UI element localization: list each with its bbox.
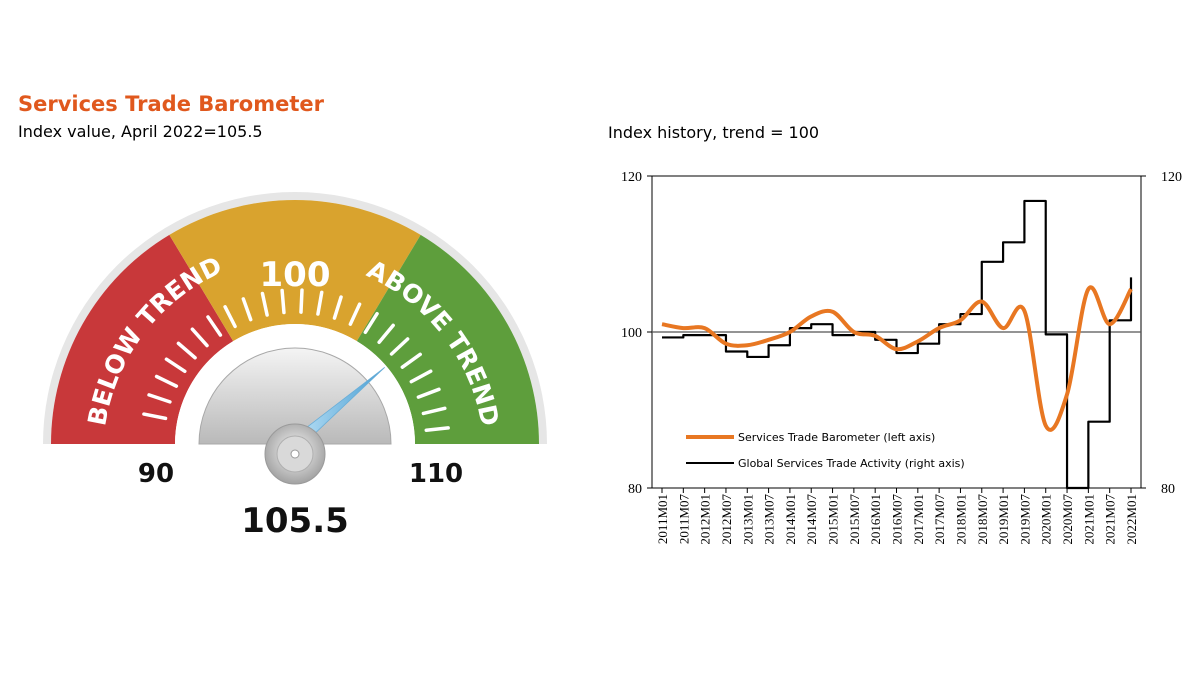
gauge-tick bbox=[377, 323, 395, 345]
gauge-tick bbox=[176, 341, 197, 360]
gauge-tick bbox=[164, 357, 187, 374]
x-tick-label: 2015M07 bbox=[847, 494, 862, 545]
series-line-barometer bbox=[661, 285, 1133, 432]
x-tick-label: 2018M07 bbox=[975, 494, 990, 545]
x-tick-label: 2016M07 bbox=[890, 494, 905, 545]
x-tick-label: 2014M01 bbox=[783, 494, 798, 545]
x-tick-label: 2012M01 bbox=[698, 494, 713, 545]
x-tick-label: 2013M01 bbox=[740, 494, 755, 545]
history-chart-title: Index history, trend = 100 bbox=[608, 123, 820, 142]
x-tick-label: 2021M07 bbox=[1103, 494, 1118, 545]
gauge-tick bbox=[389, 337, 410, 356]
y-left-tick-label: 80 bbox=[628, 482, 642, 497]
legend-label-activity: Global Services Trade Activity (right ax… bbox=[738, 457, 965, 470]
x-tick-label: 2011M01 bbox=[655, 494, 670, 544]
y-right-tick-label: 80 bbox=[1161, 482, 1175, 497]
gauge-tick bbox=[299, 288, 304, 314]
legend: Services Trade Barometer (left axis) Glo… bbox=[686, 431, 965, 470]
band-label-trend: 100 bbox=[260, 255, 331, 295]
x-tick-label: 2020M07 bbox=[1060, 494, 1075, 545]
gauge-band-0 bbox=[51, 234, 234, 444]
gauge-dial bbox=[198, 347, 392, 445]
x-tick-label: 2021M01 bbox=[1081, 494, 1096, 545]
gauge-tick bbox=[363, 311, 379, 335]
y-left-tick-label: 100 bbox=[621, 326, 642, 341]
x-tick-label: 2011M07 bbox=[676, 494, 691, 545]
y-right-tick-label: 120 bbox=[1161, 170, 1182, 185]
gauge-tick bbox=[280, 288, 286, 315]
gauge-tick bbox=[190, 327, 209, 348]
gauge-subtitle: Index value, April 2022=105.5 bbox=[18, 122, 263, 141]
gauge-tick bbox=[400, 352, 422, 369]
gauge-tick bbox=[348, 302, 362, 326]
x-tick-label: 2014M07 bbox=[804, 494, 819, 545]
gauge-min-label: 90 bbox=[138, 459, 174, 489]
gauge-tick bbox=[316, 290, 324, 316]
gauge-tick bbox=[206, 315, 223, 337]
gauge-max-label: 110 bbox=[409, 459, 463, 489]
x-tick-label: 2020M01 bbox=[1039, 494, 1054, 545]
x-tick-label: 2018M01 bbox=[953, 494, 968, 545]
x-tick-label: 2015M01 bbox=[826, 494, 841, 545]
gauge-tick bbox=[416, 387, 441, 399]
gauge-band-2 bbox=[356, 234, 539, 444]
series-line-activity bbox=[662, 199, 1133, 490]
gauge-tick bbox=[154, 374, 179, 388]
gauge-tick bbox=[260, 291, 269, 317]
gauge-tick bbox=[421, 406, 447, 416]
x-tick-label: 2019M01 bbox=[996, 494, 1011, 545]
x-tick-label: 2017M01 bbox=[911, 494, 926, 545]
x-tick-label: 2022M01 bbox=[1124, 494, 1139, 545]
gauge-tick bbox=[332, 295, 343, 320]
gauge-tick bbox=[424, 426, 450, 432]
page-title: Services Trade Barometer bbox=[18, 92, 324, 116]
x-tick-label: 2013M07 bbox=[762, 494, 777, 545]
x-tick-label: 2019M07 bbox=[1017, 494, 1032, 545]
gauge-tick bbox=[241, 297, 253, 322]
gauge-value-label: 105.5 bbox=[241, 501, 349, 541]
x-tick-label: 2016M01 bbox=[868, 494, 883, 545]
gauge-hub-cap bbox=[290, 449, 300, 459]
x-tick-label: 2012M07 bbox=[719, 494, 734, 545]
legend-label-barometer: Services Trade Barometer (left axis) bbox=[738, 431, 935, 444]
x-tick-label: 2017M07 bbox=[932, 494, 947, 545]
y-left-tick-label: 120 bbox=[621, 170, 642, 185]
gauge-tick bbox=[223, 305, 237, 329]
gauge-tick bbox=[409, 369, 433, 384]
gauge-tick bbox=[142, 412, 168, 421]
index-history-chart: 2011M01 2011M07 2012M01 2012M07 2013M01 2013M… bbox=[621, 170, 1182, 545]
gauge-tick bbox=[147, 393, 172, 404]
barometer-gauge: BELOW TREND 100 ABOVE TREND 90 110 105.5 bbox=[43, 192, 547, 541]
